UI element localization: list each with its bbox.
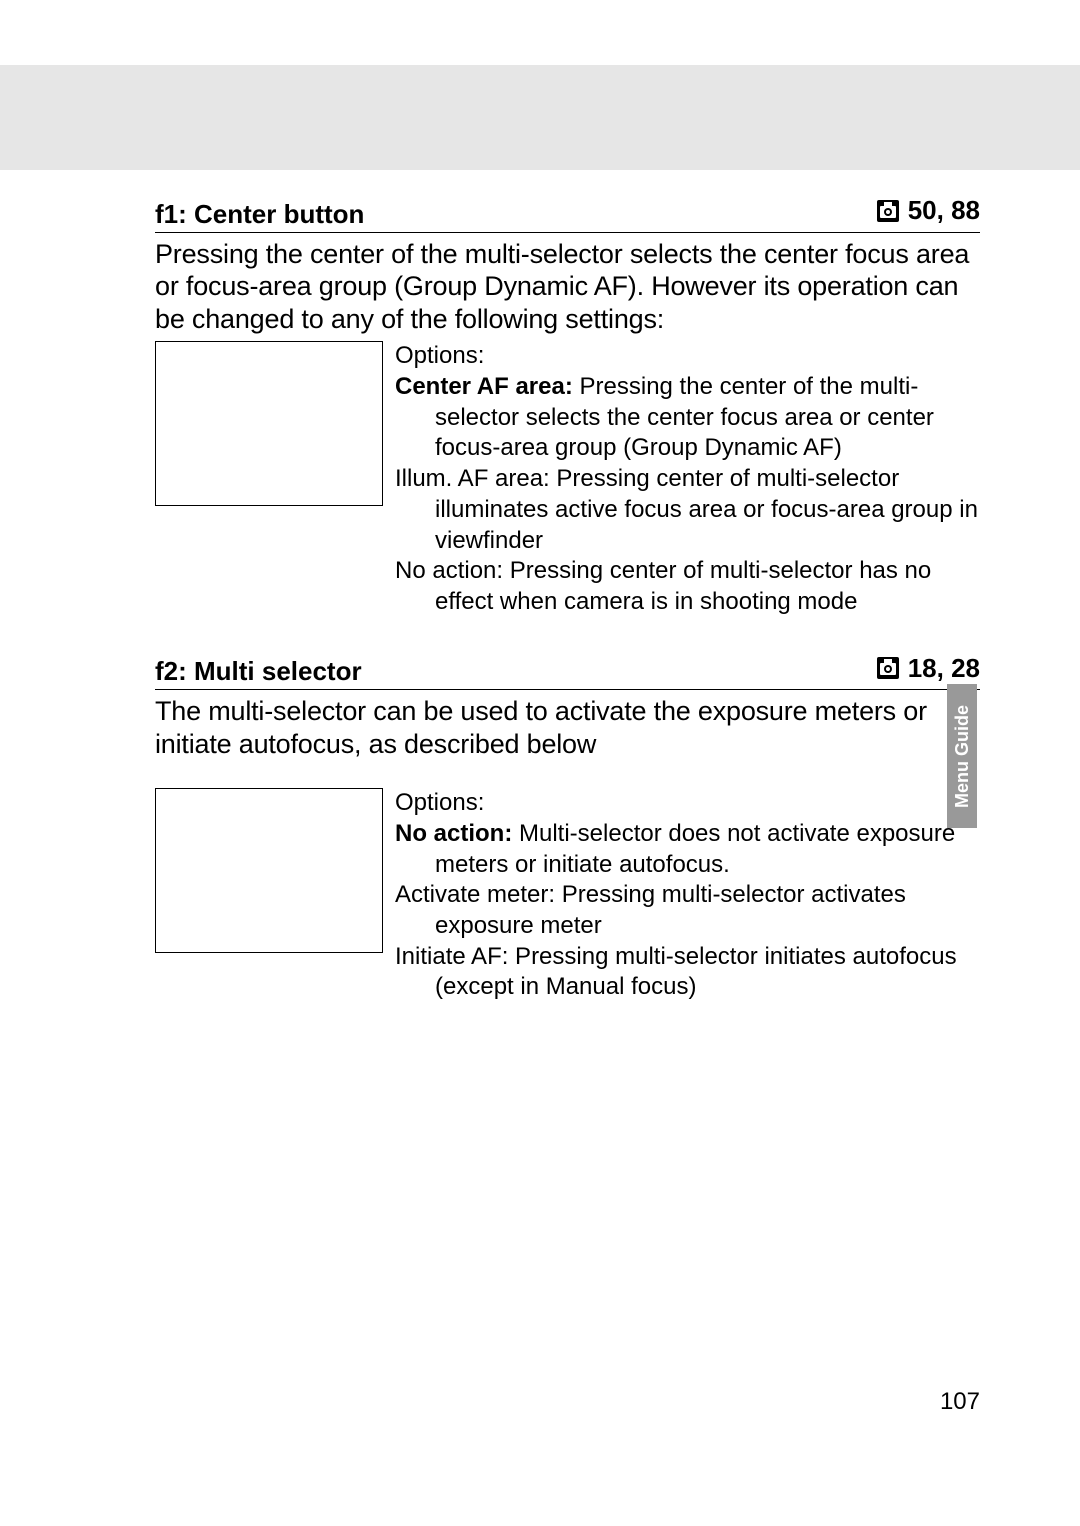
option-item: Initiate AF: Pressing multi-selector ini… [395, 942, 980, 1003]
section-f2-pages: 18, 28 [908, 653, 980, 684]
section-f2-intro: The multi-selector can be used to activa… [155, 695, 980, 761]
section-f1-title: f1: Center button [155, 199, 364, 230]
section-f2-ref: 18, 28 [876, 653, 980, 684]
side-tab: Menu Guide [947, 684, 977, 828]
section-f1-ref: 50, 88 [876, 195, 980, 226]
option-item: Center AF area: Pressing the center of t… [395, 372, 980, 464]
section-f1-header: f1: Center button 50, 88 [155, 195, 980, 233]
section-f1-intro: Pressing the center of the multi-selecto… [155, 238, 980, 337]
section-f2-options-text: Options: No action: Multi-selector does … [395, 788, 980, 1003]
options-label: Options: [395, 788, 980, 819]
camera-settings-icon [876, 656, 900, 680]
top-banner [0, 65, 1080, 170]
section-f2-options-block: Options: No action: Multi-selector does … [155, 788, 980, 1003]
option-item: No action: Multi-selector does not activ… [395, 819, 980, 880]
option-rest: Multi-selector does not activate exposur… [435, 820, 955, 878]
section-f2-title: f2: Multi selector [155, 656, 362, 687]
section-f2-image-placeholder [155, 788, 383, 953]
camera-settings-icon [876, 199, 900, 223]
section-f1-options-block: Options: Center AF area: Pressing the ce… [155, 341, 980, 617]
options-label: Options: [395, 341, 980, 372]
option-bold-label: Center AF area: [395, 373, 573, 400]
option-item: Activate meter: Pressing multi-selector … [395, 880, 980, 941]
option-item: Illum. AF area: Pressing center of multi… [395, 464, 980, 556]
option-item: No action: Pressing center of multi-sele… [395, 556, 980, 617]
side-tab-label: Menu Guide [952, 705, 973, 808]
option-bold-label: No action: [395, 820, 512, 847]
section-f2-header: f2: Multi selector 18, 28 [155, 653, 980, 691]
section-f1-options-text: Options: Center AF area: Pressing the ce… [395, 341, 980, 617]
section-f1-pages: 50, 88 [908, 195, 980, 226]
section-f1-image-placeholder [155, 341, 383, 506]
page-number: 107 [940, 1388, 980, 1416]
